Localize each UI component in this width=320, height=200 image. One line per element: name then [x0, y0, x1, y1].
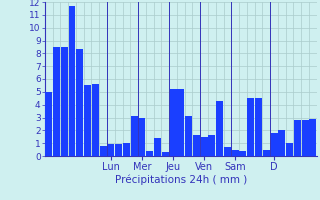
Bar	[232, 150, 239, 156]
Bar	[216, 101, 223, 156]
Bar	[139, 117, 146, 156]
Bar	[255, 98, 262, 156]
Bar	[263, 150, 270, 156]
Bar	[224, 147, 231, 156]
Bar	[100, 146, 107, 156]
Bar	[193, 135, 200, 156]
Bar	[115, 144, 122, 156]
Bar	[247, 98, 254, 156]
Bar	[45, 92, 52, 156]
Bar	[302, 120, 308, 156]
Bar	[92, 84, 99, 156]
Bar	[239, 151, 246, 156]
X-axis label: Précipitations 24h ( mm ): Précipitations 24h ( mm )	[115, 174, 247, 185]
Bar	[123, 143, 130, 156]
Bar	[154, 138, 161, 156]
Bar	[53, 47, 60, 156]
Bar	[108, 144, 114, 156]
Bar	[271, 133, 277, 156]
Bar	[131, 116, 138, 156]
Bar	[278, 130, 285, 156]
Bar	[309, 119, 316, 156]
Bar	[76, 49, 83, 156]
Bar	[162, 152, 169, 156]
Bar	[294, 120, 301, 156]
Bar	[286, 143, 293, 156]
Bar	[177, 89, 184, 156]
Bar	[208, 135, 215, 156]
Bar	[146, 151, 153, 156]
Bar	[84, 85, 91, 156]
Bar	[170, 89, 177, 156]
Bar	[61, 47, 68, 156]
Bar	[201, 137, 208, 156]
Bar	[185, 116, 192, 156]
Bar	[68, 6, 76, 156]
